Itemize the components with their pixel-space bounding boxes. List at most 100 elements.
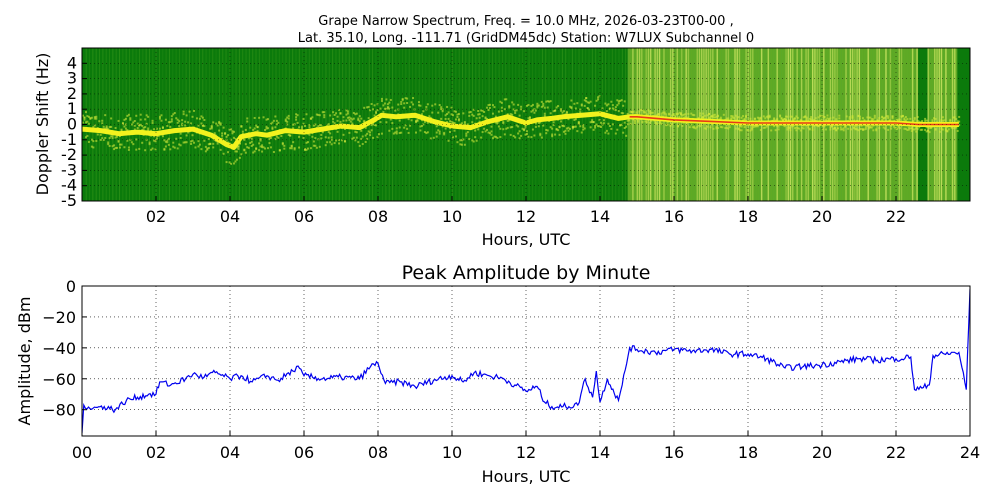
doppler-scatter [719,125,722,128]
doppler-scatter [477,113,480,116]
doppler-scatter [530,110,533,113]
doppler-scatter [832,116,835,119]
doppler-scatter [457,113,460,116]
y-tick-label: −20 [42,308,76,327]
doppler-scatter [777,125,780,128]
doppler-scatter [829,126,832,129]
doppler-scatter [656,113,659,116]
doppler-scatter [697,116,700,119]
doppler-scatter [265,125,268,128]
doppler-scatter [437,111,440,114]
doppler-scatter [545,100,548,103]
spectral-striation [355,48,357,201]
doppler-scatter [253,116,256,119]
doppler-scatter [564,129,567,132]
doppler-scatter [404,124,407,127]
doppler-scatter [231,132,234,135]
doppler-scatter [444,127,447,130]
doppler-scatter [675,112,678,115]
doppler-scatter [614,106,617,109]
doppler-scatter [238,156,241,159]
doppler-scatter [753,125,756,128]
doppler-scatter [697,124,700,127]
y-tick-label: −40 [42,339,76,358]
doppler-scatter [246,120,249,123]
doppler-scatter [357,118,360,121]
doppler-scatter [940,118,943,121]
doppler-scatter [320,124,323,127]
doppler-scatter [904,119,907,122]
doppler-scatter [333,142,336,145]
doppler-scatter [346,112,349,115]
doppler-scatter [666,123,669,126]
doppler-scatter [813,118,816,121]
doppler-scatter [181,122,184,125]
doppler-scatter [555,106,558,109]
doppler-scatter [491,137,494,140]
doppler-scatter [235,146,238,149]
doppler-scatter [505,98,508,101]
doppler-scatter [533,134,536,137]
doppler-scatter [175,117,178,120]
doppler-scatter [847,127,850,130]
noise-stripe [683,48,685,201]
doppler-scatter [490,125,493,128]
doppler-scatter [551,133,554,136]
doppler-scatter [309,117,312,120]
doppler-scatter [835,118,838,121]
doppler-scatter [489,132,491,135]
doppler-scatter [329,141,332,144]
doppler-scatter [447,111,450,114]
doppler-scatter [185,141,188,144]
doppler-scatter [252,143,255,146]
doppler-scatter [496,122,499,125]
doppler-scatter [872,129,875,132]
doppler-scatter [114,136,117,139]
doppler-scatter [419,125,422,128]
doppler-scatter [429,137,432,140]
doppler-scatter [552,121,555,124]
doppler-scatter [672,113,675,116]
doppler-scatter [95,117,98,120]
doppler-scatter [336,130,339,133]
doppler-scatter [206,148,209,151]
doppler-scatter [500,109,503,112]
doppler-scatter [730,115,733,118]
doppler-scatter [244,128,247,131]
doppler-scatter [537,121,540,124]
doppler-scatter [857,114,860,117]
x-tick-label: 04 [220,443,240,462]
y-tick-label: -2 [61,145,77,164]
doppler-scatter [679,113,682,116]
doppler-scatter [491,104,494,107]
doppler-scatter [84,111,87,114]
doppler-scatter [292,141,295,144]
doppler-scatter [170,118,173,121]
doppler-scatter [302,117,305,120]
doppler-scatter [548,100,551,103]
doppler-scatter [660,114,663,117]
doppler-scatter [773,118,776,121]
doppler-scatter [924,117,927,120]
doppler-scatter [819,114,822,117]
doppler-scatter [271,121,274,124]
doppler-scatter [435,125,438,128]
doppler-scatter [491,112,494,115]
noise-stripe [636,48,639,201]
doppler-scatter [144,149,147,152]
doppler-scatter [284,119,287,122]
doppler-scatter [857,129,860,132]
doppler-scatter [274,126,277,129]
doppler-scatter [944,128,947,131]
doppler-scatter [385,121,388,124]
doppler-scatter [447,139,450,142]
doppler-scatter [499,136,502,139]
doppler-scatter [292,127,295,130]
doppler-scatter [101,137,104,140]
doppler-scatter [716,127,719,130]
spectral-striation [545,48,547,201]
doppler-scatter [530,136,533,139]
doppler-scatter [546,100,549,103]
doppler-scatter [327,136,330,139]
doppler-scatter [765,125,768,128]
